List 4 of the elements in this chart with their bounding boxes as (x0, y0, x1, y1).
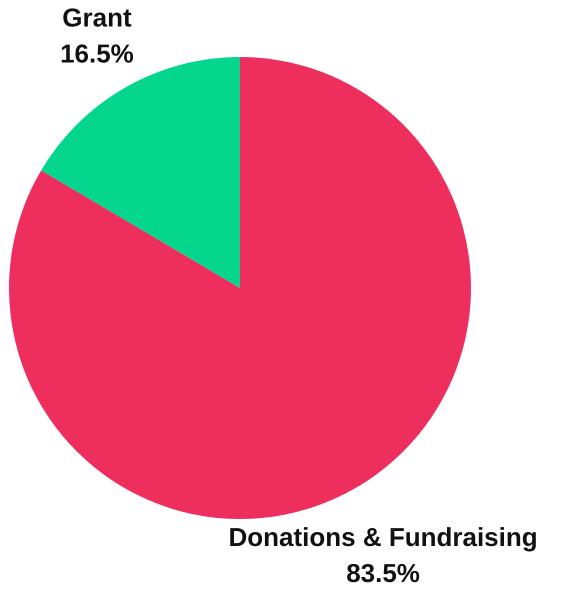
slice-label: Grant (62, 2, 132, 32)
data-label: 16.5% (60, 38, 134, 68)
data-label: 83.5% (346, 558, 420, 588)
slice-label: Donations & Fundraising (228, 522, 538, 552)
